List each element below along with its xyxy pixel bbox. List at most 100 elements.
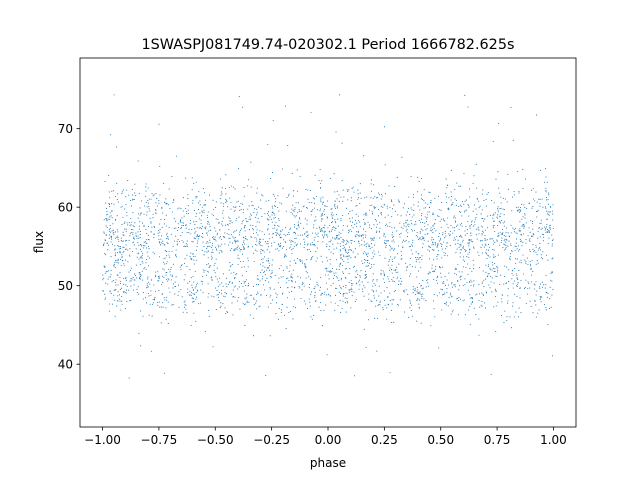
data-point: [515, 238, 518, 240]
data-point: [398, 280, 400, 282]
data-point: [537, 262, 539, 264]
data-point: [441, 309, 443, 311]
data-point: [221, 282, 223, 284]
data-point: [350, 249, 352, 251]
x-tick-label: −0.25: [253, 433, 290, 447]
data-point: [145, 190, 147, 192]
data-point: [464, 94, 466, 96]
data-point: [542, 240, 544, 242]
data-point: [121, 205, 123, 207]
data-point: [296, 257, 299, 260]
data-point: [529, 300, 531, 302]
data-point: [247, 266, 249, 268]
data-point: [308, 276, 310, 278]
data-point: [326, 256, 328, 258]
data-point: [516, 206, 518, 208]
data-point: [448, 197, 450, 199]
data-point: [540, 222, 542, 224]
data-point: [181, 239, 183, 242]
data-point: [389, 267, 391, 269]
data-point: [319, 199, 322, 201]
data-point: [176, 240, 178, 242]
data-point: [308, 248, 310, 250]
data-point: [388, 259, 390, 261]
data-point: [173, 240, 176, 242]
data-point: [297, 221, 299, 223]
data-point: [197, 303, 200, 305]
data-point: [178, 284, 180, 286]
data-point: [215, 230, 217, 232]
data-point: [493, 282, 495, 284]
data-point: [392, 235, 394, 238]
data-point: [109, 212, 111, 214]
data-point: [130, 278, 132, 280]
data-point: [454, 198, 456, 200]
data-point: [256, 250, 258, 252]
data-point: [262, 275, 264, 277]
data-point: [196, 234, 198, 236]
data-point: [278, 250, 280, 252]
data-point: [283, 239, 285, 241]
data-point: [368, 298, 370, 300]
data-point: [324, 224, 326, 226]
data-point: [121, 303, 123, 305]
data-point: [342, 241, 345, 243]
data-point: [380, 212, 382, 214]
data-point: [128, 377, 130, 379]
data-point: [364, 287, 366, 289]
data-point: [441, 289, 443, 291]
data-point: [136, 256, 138, 258]
data-point: [519, 261, 521, 263]
data-point: [462, 259, 464, 261]
data-point: [120, 237, 122, 239]
data-point: [285, 227, 287, 229]
data-point: [192, 293, 194, 295]
data-point: [490, 281, 492, 283]
data-point: [362, 228, 365, 230]
data-point: [171, 250, 173, 252]
data-point: [105, 297, 107, 299]
data-point: [423, 189, 425, 191]
data-point: [207, 283, 209, 285]
data-point: [207, 271, 209, 273]
data-point: [361, 234, 364, 236]
data-point: [271, 172, 274, 174]
data-point: [438, 235, 440, 237]
data-point: [166, 232, 168, 234]
data-point: [166, 299, 168, 301]
data-point: [516, 233, 518, 235]
data-point: [352, 227, 354, 229]
data-point: [411, 230, 414, 232]
data-point: [551, 243, 553, 245]
data-point: [228, 237, 230, 239]
data-point: [350, 257, 352, 259]
data-point: [342, 239, 344, 241]
data-point: [391, 234, 393, 236]
data-point: [344, 277, 346, 279]
data-point: [307, 307, 309, 309]
data-point: [551, 234, 553, 236]
data-point: [444, 292, 446, 294]
data-point: [217, 294, 219, 296]
data-point: [546, 231, 549, 233]
data-point: [165, 225, 168, 227]
data-point: [421, 288, 423, 290]
data-point: [220, 250, 222, 252]
data-point: [525, 279, 527, 281]
data-point: [425, 286, 427, 288]
data-point: [367, 255, 369, 258]
data-point: [207, 221, 210, 223]
data-point: [141, 279, 144, 281]
data-point: [187, 197, 189, 200]
data-point: [545, 231, 547, 233]
data-point: [261, 231, 263, 233]
data-point: [330, 230, 333, 232]
data-point: [157, 304, 159, 306]
data-point: [225, 224, 227, 226]
data-point: [334, 294, 337, 296]
data-point: [349, 210, 351, 212]
data-point: [215, 201, 217, 203]
data-point: [378, 208, 380, 211]
data-point: [494, 262, 496, 265]
data-point: [304, 300, 306, 302]
